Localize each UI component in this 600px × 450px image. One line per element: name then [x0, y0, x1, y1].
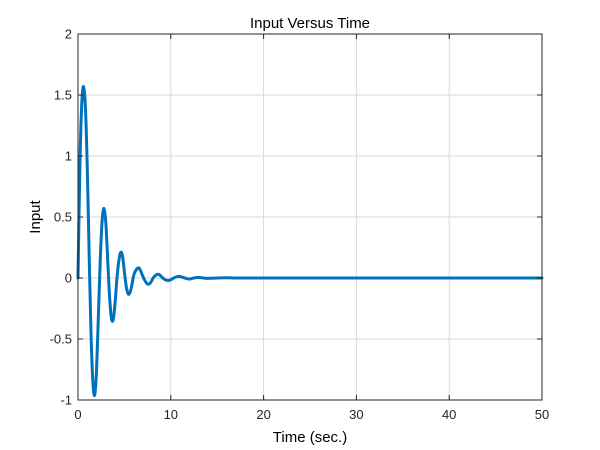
y-tick-label: -1 [60, 393, 72, 408]
y-tick-label: 2 [65, 27, 72, 42]
grid [77, 33, 543, 401]
y-axis-label: Input [27, 199, 44, 233]
series-layer [76, 84, 544, 398]
x-tick-label: 20 [256, 407, 270, 422]
y-tick-label: 1 [65, 149, 72, 164]
y-tick-label: 1.5 [54, 88, 72, 103]
chart-title: Input Versus Time [250, 15, 370, 32]
y-tick-label: 0 [65, 271, 72, 286]
x-tick-label: 40 [442, 407, 456, 422]
ticks [77, 33, 543, 401]
x-tick-label: 10 [164, 407, 178, 422]
y-tick-label: -0.5 [50, 332, 72, 347]
x-tick-label: 30 [349, 407, 363, 422]
y-tick-label: 0.5 [54, 210, 72, 225]
series-line [76, 84, 544, 398]
tick-labels: 0 10 20 30 40 50 -1 -0.5 0 0.5 1 1.5 2 [50, 27, 550, 423]
x-tick-label: 0 [74, 407, 81, 422]
x-tick-label: 50 [535, 407, 549, 422]
x-axis-label: Time (sec.) [273, 429, 347, 446]
